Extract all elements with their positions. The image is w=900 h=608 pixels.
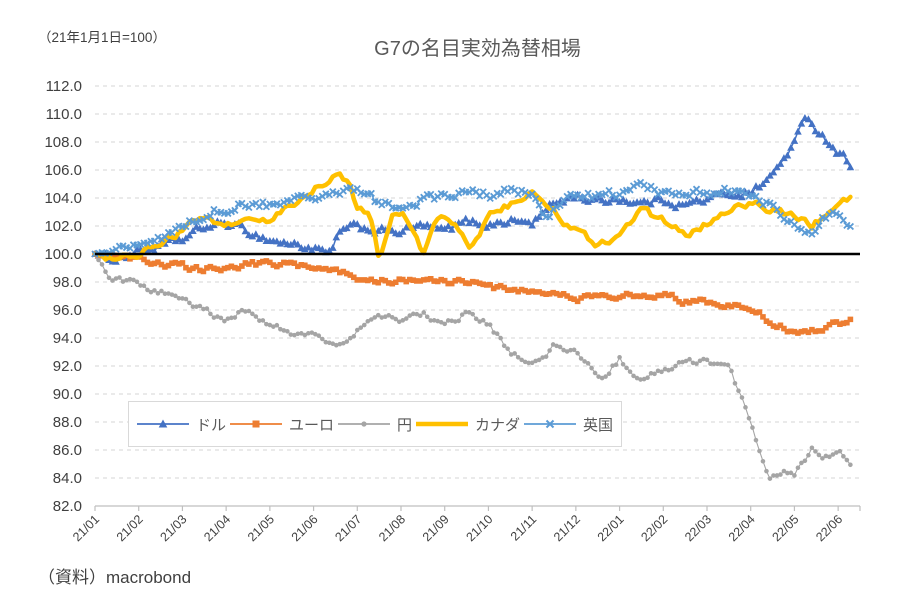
- x-tick-label: 21/01: [70, 512, 102, 544]
- legend-swatch-dollar-icon: [136, 419, 189, 428]
- legend-label-canada: カナダ: [474, 416, 520, 434]
- x-tick-label: 21/03: [158, 512, 190, 544]
- chart-legend: ドル ユーロ 円 カナダ 英国: [128, 401, 622, 447]
- legend-swatch-uk-icon: [523, 419, 576, 429]
- legend-swatch-yen-icon: [337, 421, 390, 427]
- y-tick-label: 90.0: [53, 386, 82, 403]
- x-tick-label: 21/02: [114, 512, 146, 544]
- x-tick-label: 22/05: [770, 512, 802, 544]
- x-tick-label: 22/03: [682, 512, 714, 544]
- series-uk: [91, 178, 855, 258]
- y-tick-label: 94.0: [53, 330, 82, 347]
- x-tick-label: 21/07: [332, 512, 364, 544]
- x-tick-label: 21/09: [420, 512, 452, 544]
- y-tick-label: 88.0: [53, 414, 82, 431]
- series-euro: [92, 251, 854, 336]
- y-tick-label: 98.0: [53, 274, 82, 291]
- legend-label-uk: 英国: [582, 416, 613, 434]
- x-tick-label: 21/10: [464, 512, 496, 544]
- legend-item-dollar: ドル: [136, 414, 226, 435]
- y-tick-label: 102.0: [44, 218, 82, 235]
- legend-item-euro: ユーロ: [229, 414, 334, 435]
- x-tick-label: 21/11: [508, 512, 539, 543]
- series-yen: [92, 251, 853, 481]
- x-tick-label: 21/08: [376, 512, 408, 544]
- x-tick-label: 22/02: [638, 512, 670, 544]
- x-tick-label: 22/01: [595, 512, 627, 544]
- x-tick-label: 21/04: [201, 512, 233, 544]
- y-tick-label: 108.0: [44, 134, 82, 151]
- legend-swatch-euro-icon: [229, 420, 282, 428]
- series-canada: [92, 171, 853, 262]
- chart-title: G7の名目実効為替相場: [374, 38, 581, 60]
- y-tick-label: 92.0: [53, 358, 82, 375]
- x-tick-label: 21/05: [245, 512, 277, 544]
- y-tick-label: 112.0: [46, 78, 82, 95]
- x-tick-label: 21/12: [551, 512, 583, 544]
- y-tick-label: 106.0: [44, 162, 82, 179]
- x-tick-label: 22/04: [726, 512, 758, 544]
- y-tick-label: 84.0: [53, 470, 82, 487]
- y-tick-label: 110.0: [46, 106, 82, 123]
- legend-swatch-canada-icon: [415, 421, 468, 427]
- index-base-note: （21年1月1日=100）: [38, 30, 166, 45]
- y-tick-label: 100.0: [44, 246, 82, 263]
- x-tick-label: 22/06: [813, 512, 845, 544]
- y-tick-label: 104.0: [44, 190, 82, 207]
- legend-item-yen: 円: [337, 414, 412, 435]
- legend-label-dollar: ドル: [195, 416, 226, 434]
- y-tick-label: 96.0: [53, 302, 82, 319]
- legend-label-yen: 円: [396, 416, 412, 434]
- source-note: （資料）macrobond: [38, 568, 192, 587]
- legend-label-euro: ユーロ: [288, 416, 334, 434]
- x-tick-label: 21/06: [289, 512, 321, 544]
- y-tick-label: 82.0: [53, 498, 82, 515]
- legend-item-canada: カナダ: [415, 414, 520, 435]
- y-tick-label: 86.0: [53, 442, 82, 459]
- legend-item-uk: 英国: [523, 414, 613, 435]
